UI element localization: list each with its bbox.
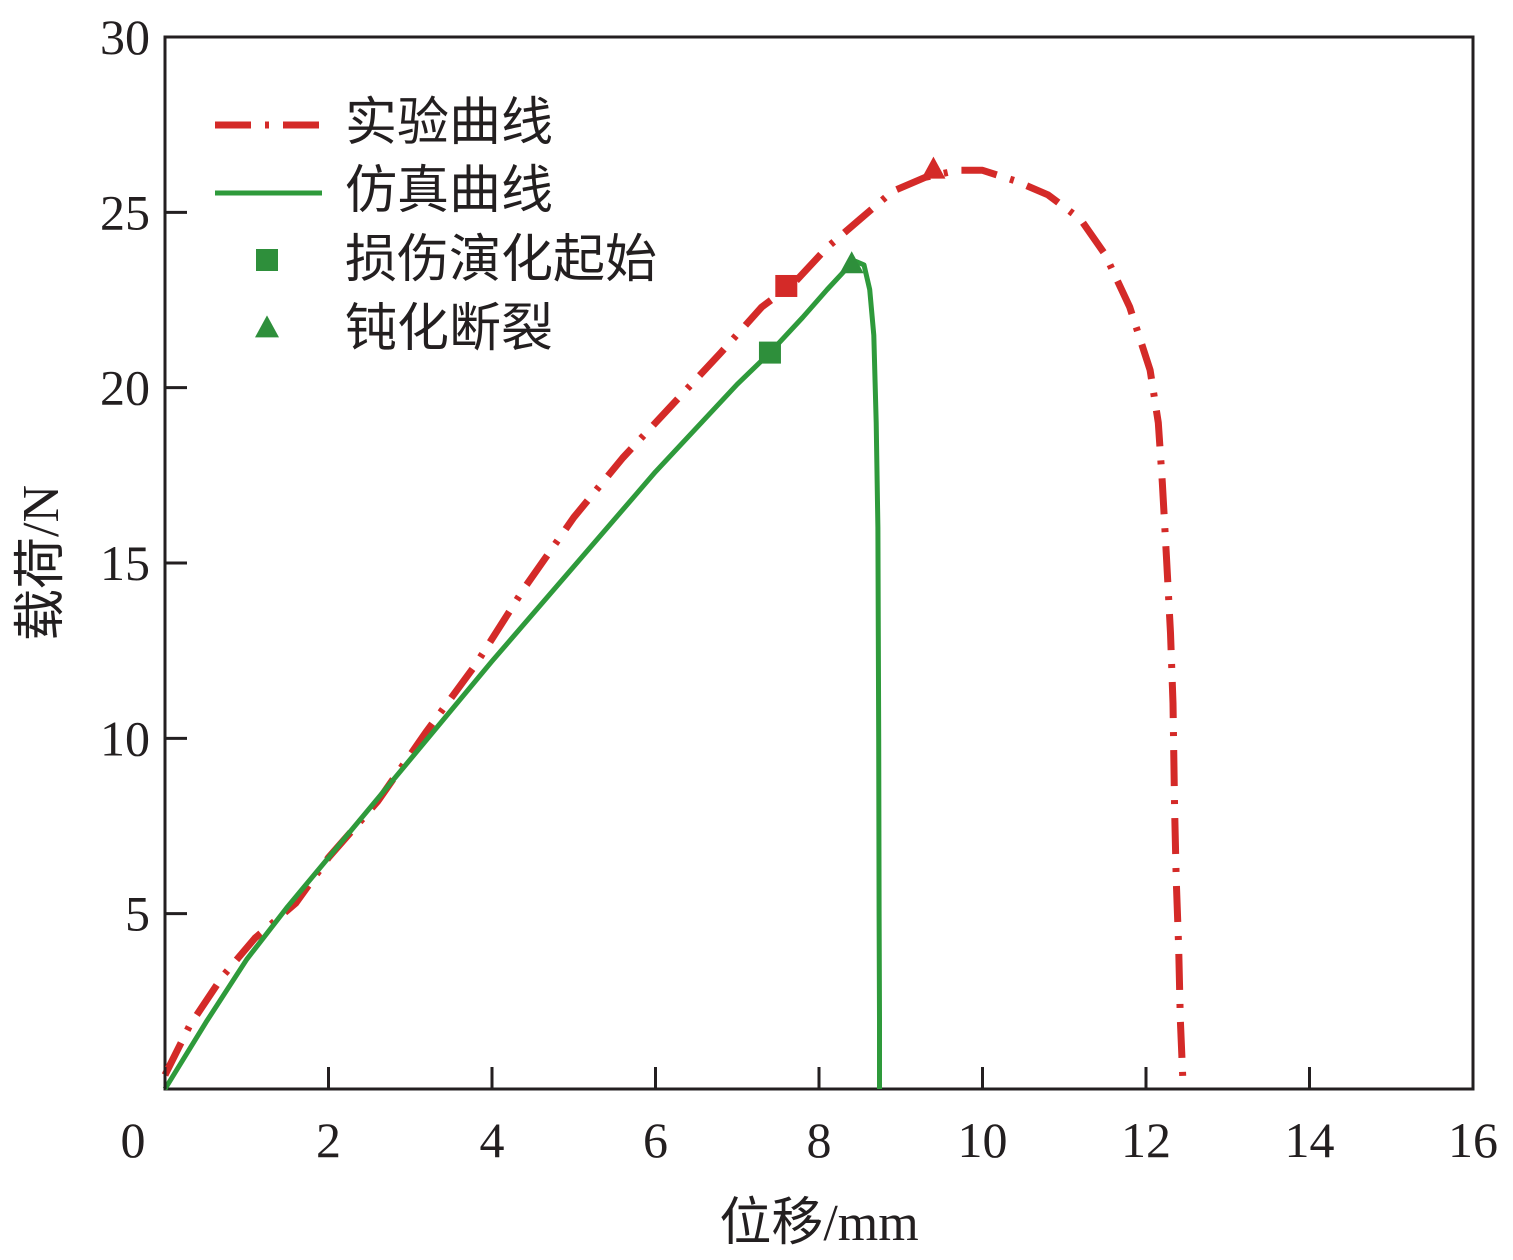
legend-label: 实验曲线 xyxy=(345,95,553,152)
x-tick-label: 10 xyxy=(958,1112,1008,1168)
fracture-marker xyxy=(839,251,864,274)
x-tick-label: 6 xyxy=(643,1112,668,1168)
y-axis-title: 载荷/N xyxy=(13,485,70,641)
y-tick-label: 30 xyxy=(100,9,150,65)
legend-label: 钝化断裂 xyxy=(345,301,553,358)
x-tick-label: 4 xyxy=(480,1112,505,1168)
damage-initiation-marker xyxy=(758,341,781,364)
y-tick-label: 5 xyxy=(125,886,150,942)
series-layer xyxy=(161,166,1187,1091)
y-tick-label: 20 xyxy=(100,360,150,416)
y-tick-label: 15 xyxy=(100,535,150,591)
tick-layer: 0 2 4 6 8 10 12 14 16 5 10 15 20 25 30 xyxy=(100,9,1498,1168)
x-tick-label: 12 xyxy=(1121,1112,1171,1168)
fracture-marker xyxy=(921,156,946,179)
marker-layer xyxy=(758,156,946,364)
y-tick-label: 10 xyxy=(100,710,150,766)
x-tick-label: 16 xyxy=(1448,1112,1498,1168)
x-axis-title: 位移/mm xyxy=(719,1195,918,1252)
y-tick-label: 25 xyxy=(100,184,150,240)
legend-label: 损伤演化起始 xyxy=(345,232,657,289)
x-tick-label: 2 xyxy=(316,1112,341,1168)
x-tick-label: 0 xyxy=(121,1112,146,1168)
series-line-仿真曲线 xyxy=(162,258,882,1091)
series-line-实验曲线 xyxy=(161,166,1187,1079)
damage-initiation-marker xyxy=(775,274,798,297)
legend-swatch-marker xyxy=(256,249,278,271)
x-tick-label: 8 xyxy=(807,1112,832,1168)
legend-label: 仿真曲线 xyxy=(345,163,553,220)
x-tick-label: 14 xyxy=(1285,1112,1335,1168)
legend-swatch-marker xyxy=(255,315,279,338)
